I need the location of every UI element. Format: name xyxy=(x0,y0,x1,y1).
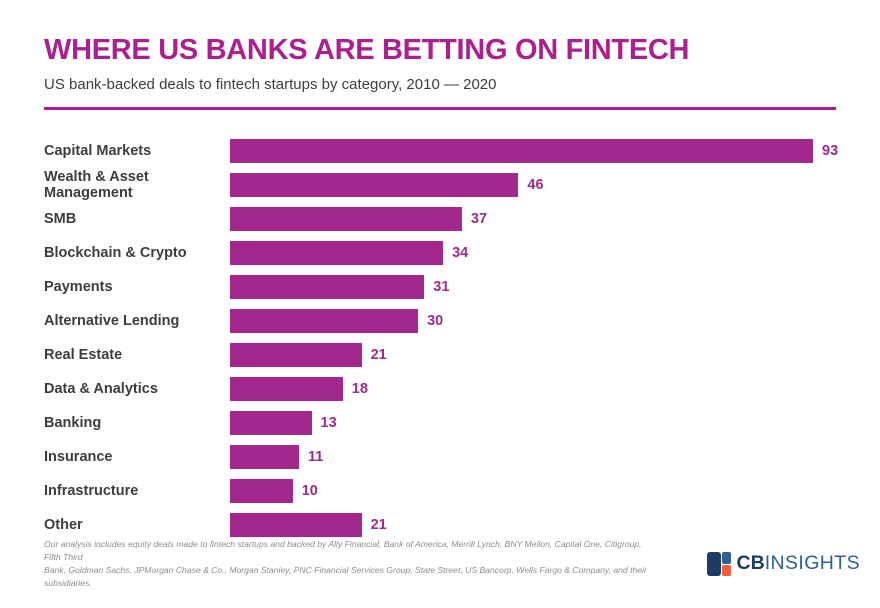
bar xyxy=(230,275,425,299)
bar-value-label: 13 xyxy=(320,415,337,431)
category-label: Insurance xyxy=(44,449,113,465)
bar-value-label: 31 xyxy=(433,279,450,295)
chart-footer: Our analysis includes equity deals made … xyxy=(44,538,860,590)
bar-track: 31 xyxy=(230,275,836,299)
chart-row: Data & Analytics 18 xyxy=(44,372,836,406)
chart-subtitle: US bank-backed deals to fintech startups… xyxy=(44,76,497,93)
bar-track: 30 xyxy=(230,309,836,333)
bar-value-label: 93 xyxy=(822,143,839,159)
bar xyxy=(230,173,519,197)
bar xyxy=(230,241,444,265)
bar-value-label: 21 xyxy=(370,517,387,533)
logo-insights-text: INSIGHTS xyxy=(764,552,860,575)
category-label: Other xyxy=(44,517,83,533)
bar-value-label: 34 xyxy=(452,245,469,261)
bar-track: 11 xyxy=(230,445,836,469)
category-label: SMB xyxy=(44,211,77,227)
bar-track: 46 xyxy=(230,173,836,197)
bar xyxy=(230,343,362,367)
chart-row: Banking 13 xyxy=(44,406,836,440)
bar-value-label: 21 xyxy=(370,347,387,363)
bar xyxy=(230,139,813,163)
bar-track: 10 xyxy=(230,479,836,503)
bar-value-label: 46 xyxy=(527,177,544,193)
chart-row: Blockchain & Crypto 34 xyxy=(44,236,836,270)
chart-row: Wealth & Asset Management 46 xyxy=(44,168,836,202)
logo-block-bottom xyxy=(721,565,731,577)
cbinsights-blocks-icon xyxy=(706,552,731,577)
methodology-note-line1: Our analysis includes equity deals made … xyxy=(44,539,642,563)
header-divider xyxy=(44,107,836,110)
category-label: Blockchain & Crypto xyxy=(44,245,187,261)
category-label: Payments xyxy=(44,279,113,295)
category-label: Banking xyxy=(44,415,102,431)
bar-value-label: 37 xyxy=(470,211,488,227)
bar xyxy=(230,445,299,469)
chart-row: Alternative Lending 30 xyxy=(44,304,836,338)
bar-value-label: 10 xyxy=(301,483,318,499)
chart-row: Infrastructure 10 xyxy=(44,474,836,508)
bar-chart: Capital Markets 93 Wealth & Asset Manage… xyxy=(44,134,838,542)
category-label: Alternative Lending xyxy=(44,313,180,329)
chart-row: Capital Markets 93 xyxy=(44,134,838,168)
logo-block-top xyxy=(721,552,731,565)
methodology-note-line2: Bank, Goldman Sachs, JPMorgan Chase & Co… xyxy=(44,565,647,589)
methodology-note: Our analysis includes equity deals made … xyxy=(44,538,654,590)
bar-track: 37 xyxy=(230,207,836,231)
cbinsights-wordmark: CB INSIGHTS xyxy=(737,554,860,574)
category-label: Infrastructure xyxy=(44,483,139,499)
bar-track: 13 xyxy=(230,411,836,435)
chart-row: Real Estate 21 xyxy=(44,338,836,372)
chart-header: WHERE US BANKS ARE BETTING ON FINTECH US… xyxy=(44,36,836,110)
bar-track: 93 xyxy=(230,139,838,163)
category-label: Real Estate xyxy=(44,347,123,363)
chart-row: Payments 31 xyxy=(44,270,836,304)
logo-block-left xyxy=(706,552,721,577)
chart-row: SMB 37 xyxy=(44,202,836,236)
chart-row: Insurance 11 xyxy=(44,440,836,474)
bar-track: 21 xyxy=(230,343,836,367)
category-label: Data & Analytics xyxy=(44,381,158,397)
bar-value-label: 30 xyxy=(427,313,444,329)
bar xyxy=(230,309,419,333)
bar-value-label: 18 xyxy=(351,381,368,397)
bar-value-label: 11 xyxy=(308,449,324,465)
category-label: Capital Markets xyxy=(44,143,152,159)
bar xyxy=(230,513,362,537)
bar-track: 21 xyxy=(230,513,836,537)
chart-row: Other 21 xyxy=(44,508,836,542)
page-title: WHERE US BANKS ARE BETTING ON FINTECH xyxy=(44,34,690,66)
bar-track: 34 xyxy=(230,241,836,265)
bar xyxy=(230,411,312,435)
bar-track: 18 xyxy=(230,377,836,401)
cbinsights-logo: CB INSIGHTS xyxy=(706,552,860,577)
logo-cb-text: CB xyxy=(736,552,765,575)
bar xyxy=(230,377,343,401)
bar xyxy=(230,479,293,503)
bar xyxy=(230,207,462,231)
category-label: Wealth & Asset Management xyxy=(44,169,149,201)
